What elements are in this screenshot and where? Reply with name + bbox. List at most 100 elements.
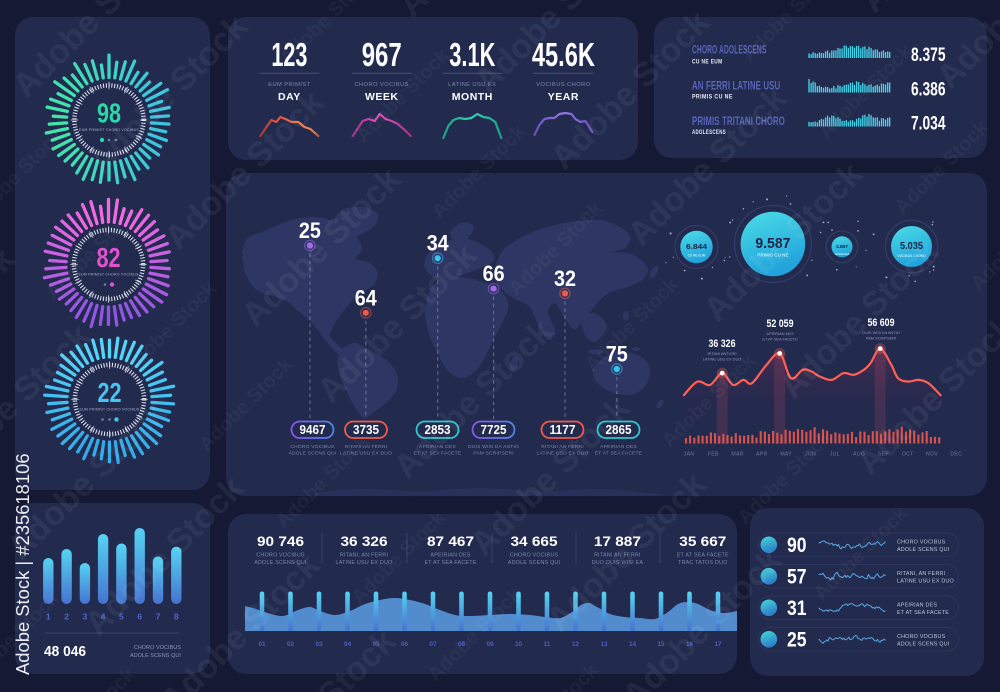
svg-text:CHORO VOCIBUS: CHORO VOCIBUS <box>897 634 946 640</box>
svg-text:25: 25 <box>299 218 321 243</box>
svg-text:36 326: 36 326 <box>709 338 736 350</box>
svg-text:2: 2 <box>64 612 69 622</box>
svg-text:35 667: 35 667 <box>679 534 726 549</box>
svg-text:DUIS WISI EA ANTIO: DUIS WISI EA ANTIO <box>468 444 519 450</box>
svg-text:APEIRIAN DES: APEIRIAN DES <box>897 602 937 608</box>
svg-text:ET AT SEA FACETE: ET AT SEA FACETE <box>762 337 798 342</box>
svg-text:34 665: 34 665 <box>511 534 559 549</box>
svg-text:CHORO ADOLESCENS: CHORO ADOLESCENS <box>692 43 766 57</box>
svg-text:LATINE USU EX: LATINE USU EX <box>448 82 496 88</box>
svg-text:1: 1 <box>46 612 51 622</box>
svg-text:7.034: 7.034 <box>911 113 946 135</box>
svg-text:DUIS WISI EA ANTIO: DUIS WISI EA ANTIO <box>862 330 900 335</box>
svg-text:1177: 1177 <box>550 423 576 437</box>
svg-text:ET AT SEA FACETE: ET AT SEA FACETE <box>595 451 643 457</box>
svg-text:RITANI, AN FERRI: RITANI, AN FERRI <box>340 553 388 559</box>
svg-text:22: 22 <box>98 377 122 408</box>
svg-text:PRIMIS CU NE: PRIMIS CU NE <box>757 252 788 257</box>
svg-text:AUG: AUG <box>853 452 865 458</box>
svg-text:ET AT SEA FACETE: ET AT SEA FACETE <box>677 553 729 559</box>
svg-text:ET AT SEA FACETE: ET AT SEA FACETE <box>414 451 462 457</box>
svg-text:48 046: 48 046 <box>44 643 86 660</box>
svg-text:PAM SCRIPSERI: PAM SCRIPSERI <box>866 336 896 341</box>
svg-text:LATINE USU EX DUO: LATINE USU EX DUO <box>537 451 589 457</box>
svg-text:EUM PRIMIST CHORO VOCIBUS: EUM PRIMIST CHORO VOCIBUS <box>79 408 139 412</box>
svg-text:3.1K: 3.1K <box>449 36 495 73</box>
svg-text:123: 123 <box>271 36 307 73</box>
svg-text:SEP: SEP <box>878 452 890 458</box>
svg-text:7725: 7725 <box>481 423 507 437</box>
svg-text:LATINE USU EX DUO: LATINE USU EX DUO <box>336 560 393 566</box>
svg-text:6.386: 6.386 <box>911 79 946 101</box>
svg-text:APEIRIAN DES: APEIRIAN DES <box>600 444 637 450</box>
svg-text:PRIMIS TRITANI CHORO: PRIMIS TRITANI CHORO <box>692 114 785 128</box>
svg-text:4: 4 <box>101 612 106 622</box>
svg-text:9467: 9467 <box>300 423 326 437</box>
svg-text:ADOLE SCENS QUI: ADOLE SCENS QUI <box>254 560 306 566</box>
svg-text:17 887: 17 887 <box>594 534 641 549</box>
svg-text:12: 12 <box>572 641 580 648</box>
svg-text:10: 10 <box>515 641 523 648</box>
svg-text:VOCIBUS CHORO: VOCIBUS CHORO <box>536 82 591 88</box>
svg-text:9.587: 9.587 <box>755 235 790 252</box>
svg-text:PAM SCRIPSERI: PAM SCRIPSERI <box>473 451 514 457</box>
svg-text:RITANI AN FERRI: RITANI AN FERRI <box>594 553 641 559</box>
svg-text:967: 967 <box>362 36 402 73</box>
svg-text:05: 05 <box>372 641 380 648</box>
svg-text:90: 90 <box>787 534 807 557</box>
svg-text:LATINE USU EX DUO: LATINE USU EX DUO <box>340 451 392 457</box>
svg-text:ADOLESCENS: ADOLESCENS <box>692 129 726 136</box>
svg-text:13: 13 <box>600 641 608 648</box>
svg-text:ADOLESCENS: ADOLESCENS <box>835 253 850 256</box>
svg-text:DUO DUIS WISI EA: DUO DUIS WISI EA <box>592 560 644 566</box>
svg-text:7: 7 <box>156 612 161 622</box>
svg-text:82: 82 <box>97 242 121 273</box>
svg-text:APEIRIAN DES: APEIRIAN DES <box>766 331 794 336</box>
svg-text:2865: 2865 <box>606 423 632 437</box>
svg-text:6.844: 6.844 <box>686 242 708 251</box>
svg-text:ADOLE SCENS QUI: ADOLE SCENS QUI <box>508 560 560 566</box>
svg-text:66: 66 <box>483 261 505 286</box>
svg-text:Adobe Stock | #235618106: Adobe Stock | #235618106 <box>12 453 33 675</box>
svg-text:ADOLE SCENS QUI: ADOLE SCENS QUI <box>897 547 949 553</box>
svg-text:DEC: DEC <box>950 452 962 458</box>
svg-text:EUM PRIMIST CHORO VOCIBUS: EUM PRIMIST CHORO VOCIBUS <box>79 128 139 132</box>
svg-text:31: 31 <box>787 597 807 620</box>
svg-text:ET AT SEA FACETE: ET AT SEA FACETE <box>897 610 949 616</box>
svg-text:FEB: FEB <box>708 452 719 458</box>
svg-text:WEEK: WEEK <box>365 91 399 103</box>
svg-text:14: 14 <box>629 641 637 648</box>
svg-text:APEIRIAN DES: APEIRIAN DES <box>430 553 470 559</box>
svg-text:RITANI AN FERRI: RITANI AN FERRI <box>345 444 388 450</box>
svg-text:25: 25 <box>787 629 807 652</box>
svg-text:JUN: JUN <box>805 452 816 458</box>
svg-text:EUM PRIMIST CHORO VOCIBUS: EUM PRIMIST CHORO VOCIBUS <box>78 273 138 277</box>
svg-text:98: 98 <box>97 98 121 129</box>
svg-text:JAN: JAN <box>684 452 695 458</box>
svg-text:34: 34 <box>427 231 450 256</box>
svg-text:6: 6 <box>137 612 142 622</box>
svg-text:AN FERRI LATINE USU: AN FERRI LATINE USU <box>692 79 780 93</box>
svg-text:57: 57 <box>787 566 807 589</box>
svg-text:MONTH: MONTH <box>452 91 493 103</box>
svg-text:08: 08 <box>458 641 466 648</box>
svg-text:OCT: OCT <box>902 452 914 458</box>
svg-text:ADOLE SCENS QUI: ADOLE SCENS QUI <box>897 641 949 647</box>
svg-text:DAY: DAY <box>278 91 301 103</box>
svg-text:52 059: 52 059 <box>767 318 794 330</box>
svg-text:03: 03 <box>315 641 323 648</box>
svg-text:06: 06 <box>401 641 409 648</box>
svg-text:RITANI AN FERRI: RITANI AN FERRI <box>541 444 584 450</box>
svg-text:3: 3 <box>83 612 88 622</box>
svg-text:11: 11 <box>544 641 551 648</box>
svg-text:ET AT SEA FACETE: ET AT SEA FACETE <box>424 560 476 566</box>
svg-text:CHORO VOCIBUS: CHORO VOCIBUS <box>897 539 946 545</box>
svg-text:RITANI, AN FERRI: RITANI, AN FERRI <box>897 571 945 577</box>
svg-text:MAR: MAR <box>731 452 743 458</box>
svg-text:LATINE USU EX DUO: LATINE USU EX DUO <box>703 357 742 362</box>
svg-text:CHORO VOCIBUS: CHORO VOCIBUS <box>510 553 559 559</box>
svg-text:2853: 2853 <box>425 423 451 437</box>
svg-text:5.035: 5.035 <box>900 240 923 252</box>
svg-text:09: 09 <box>486 641 494 648</box>
svg-text:TRAC TATOS DUO: TRAC TATOS DUO <box>678 560 727 566</box>
